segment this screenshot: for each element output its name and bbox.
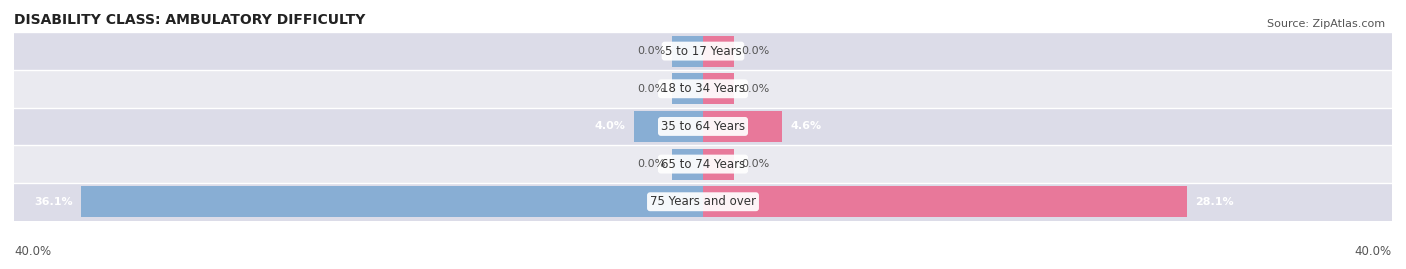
Bar <box>703 73 734 104</box>
Text: 0.0%: 0.0% <box>741 84 769 94</box>
Text: 4.0%: 4.0% <box>595 121 626 132</box>
Bar <box>14 183 1392 221</box>
Text: 35 to 64 Years: 35 to 64 Years <box>661 120 745 133</box>
Bar <box>703 36 734 66</box>
Text: 0.0%: 0.0% <box>637 84 665 94</box>
Text: 28.1%: 28.1% <box>1195 197 1234 207</box>
Text: 0.0%: 0.0% <box>741 46 769 56</box>
Text: 36.1%: 36.1% <box>34 197 73 207</box>
Text: 0.0%: 0.0% <box>637 159 665 169</box>
Bar <box>82 186 703 217</box>
Bar <box>14 145 1392 183</box>
Text: 18 to 34 Years: 18 to 34 Years <box>661 82 745 95</box>
Text: 65 to 74 Years: 65 to 74 Years <box>661 158 745 171</box>
Bar <box>14 32 1392 70</box>
Bar <box>672 73 703 104</box>
Bar <box>672 36 703 66</box>
Bar <box>14 70 1392 108</box>
Text: 0.0%: 0.0% <box>741 159 769 169</box>
Bar <box>634 111 703 142</box>
Bar <box>14 108 1392 145</box>
Bar <box>703 111 782 142</box>
Text: 0.0%: 0.0% <box>637 46 665 56</box>
Text: 4.6%: 4.6% <box>790 121 823 132</box>
Text: 5 to 17 Years: 5 to 17 Years <box>665 45 741 58</box>
Bar <box>672 149 703 179</box>
Text: 40.0%: 40.0% <box>14 245 51 258</box>
Text: DISABILITY CLASS: AMBULATORY DIFFICULTY: DISABILITY CLASS: AMBULATORY DIFFICULTY <box>14 13 366 27</box>
Text: 40.0%: 40.0% <box>1355 245 1392 258</box>
Bar <box>703 186 1187 217</box>
Bar <box>703 149 734 179</box>
Text: 75 Years and over: 75 Years and over <box>650 195 756 208</box>
Text: Source: ZipAtlas.com: Source: ZipAtlas.com <box>1267 19 1385 29</box>
